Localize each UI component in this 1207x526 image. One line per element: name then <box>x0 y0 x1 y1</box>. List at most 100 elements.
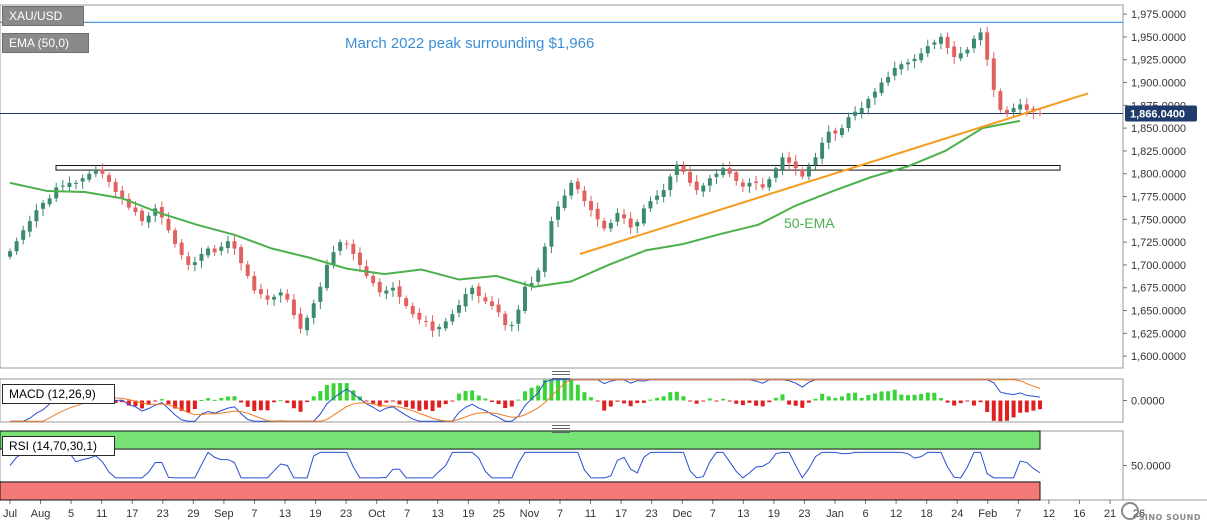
candle <box>463 294 468 307</box>
macd-pane-resize-handle[interactable] <box>552 371 570 379</box>
candle <box>245 264 250 276</box>
macd-histogram-bar <box>694 400 699 404</box>
macd-histogram-bar <box>892 389 897 401</box>
candle <box>727 168 732 174</box>
rsi-line <box>9 451 1041 479</box>
time-axis-label: 19 <box>462 508 474 520</box>
time-axis-label: 6 <box>862 508 868 520</box>
candle <box>714 173 719 177</box>
time-axis-label: Aug <box>31 508 51 520</box>
candle <box>252 275 257 291</box>
price-axis-label: 1,750.0000 <box>1131 214 1186 226</box>
symbol-label[interactable]: XAU/USD <box>2 6 84 26</box>
candle <box>503 313 508 326</box>
time-axis-label: 5 <box>68 508 74 520</box>
ema-indicator-label[interactable]: EMA (50,0) <box>2 33 89 53</box>
macd-histogram-bar <box>668 392 673 401</box>
candle <box>397 286 402 297</box>
macd-histogram-bar <box>787 400 792 405</box>
rsi-pane-resize-handle[interactable] <box>552 425 570 433</box>
macd-histogram-bar <box>701 400 706 402</box>
macd-histogram-bar <box>648 399 653 401</box>
candle <box>490 301 494 306</box>
macd-histogram-bar <box>615 400 620 402</box>
candle <box>608 222 613 229</box>
time-axis-label: 11 <box>96 508 107 520</box>
candle <box>879 82 884 94</box>
time-axis-label: 11 <box>585 508 596 520</box>
candle <box>688 171 693 183</box>
macd-histogram-bar <box>674 391 679 401</box>
candle <box>542 246 547 272</box>
candle <box>344 243 349 245</box>
price-axis-label: 1,600.0000 <box>1131 351 1186 363</box>
candle <box>833 130 838 134</box>
time-axis-label: Sep <box>214 508 234 520</box>
macd-histogram-bar <box>443 400 448 405</box>
time-axis-label: 7 <box>557 508 563 520</box>
price-axis-label: 1,625.0000 <box>1131 328 1186 340</box>
candle <box>239 247 244 264</box>
candle <box>998 91 1003 110</box>
macd-histogram-bar <box>846 393 851 401</box>
macd-histogram-bar <box>324 384 329 401</box>
candle <box>100 169 105 174</box>
candle <box>859 108 864 114</box>
macd-histogram-bar <box>146 400 151 405</box>
candle <box>21 230 26 240</box>
candle <box>813 157 818 166</box>
candle <box>338 242 343 251</box>
candle <box>285 293 290 300</box>
macd-histogram-bar <box>159 399 164 401</box>
price-axis-label: 1,700.0000 <box>1131 260 1186 272</box>
macd-histogram-bar <box>212 399 217 401</box>
macd-histogram-bar <box>456 393 461 401</box>
ema-label: 50-EMA <box>784 215 835 231</box>
candle <box>107 175 112 182</box>
macd-histogram-bar <box>272 400 277 403</box>
candle <box>820 142 825 159</box>
macd-histogram-bar <box>919 393 924 401</box>
macd-histogram-bar <box>839 396 844 401</box>
macd-histogram-bar <box>344 383 349 401</box>
macd-histogram-bar <box>998 400 1003 422</box>
candle <box>126 198 131 208</box>
time-axis-label: 7 <box>710 508 716 520</box>
candle <box>866 98 871 109</box>
candle <box>932 42 937 45</box>
candle <box>60 185 65 187</box>
candle <box>225 241 230 249</box>
macd-histogram-bar <box>397 400 402 405</box>
price-axis-label: 1,675.0000 <box>1131 283 1186 295</box>
rsi-indicator-label[interactable]: RSI (14,70,30,1) <box>2 436 115 456</box>
rsi-oversold-zone <box>0 481 1041 501</box>
candle <box>192 262 197 265</box>
candle <box>41 202 45 209</box>
macd-histogram-bar <box>938 398 943 401</box>
candle <box>773 168 778 178</box>
macd-histogram-bar <box>549 379 554 401</box>
candle <box>905 62 910 65</box>
rsi-axis-label: 50.0000 <box>1131 461 1171 473</box>
candle <box>146 215 151 223</box>
candle <box>806 166 811 177</box>
candle <box>846 117 851 129</box>
candle <box>853 111 858 116</box>
time-axis-label: Jul <box>3 508 17 520</box>
macd-histogram-bar <box>252 400 257 411</box>
macd-histogram-bar <box>225 396 230 401</box>
macd-histogram-bar <box>628 400 633 407</box>
candle <box>93 170 98 174</box>
macd-histogram-bar <box>826 396 831 401</box>
time-axis-label: 13 <box>432 508 444 520</box>
macd-histogram-bar <box>945 400 950 403</box>
macd-histogram-bar <box>470 390 475 401</box>
peak-annotation: March 2022 peak surrounding $1,966 <box>345 35 594 52</box>
candle <box>668 176 673 191</box>
macd-histogram-bar <box>351 390 356 401</box>
macd-indicator-label[interactable]: MACD (12,26,9) <box>2 384 115 404</box>
time-axis-label: Feb <box>978 508 997 520</box>
macd-histogram-bar <box>721 398 726 401</box>
candle <box>575 181 580 190</box>
